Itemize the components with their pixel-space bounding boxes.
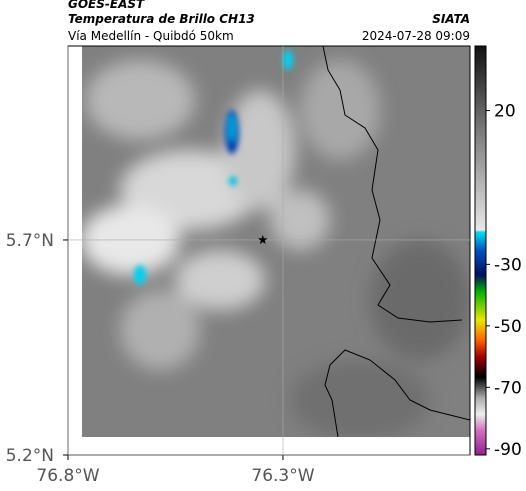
colorbar-tick-label: -90 [494, 440, 522, 460]
source-title: GOES-EAST [68, 0, 145, 11]
product-title: Temperatura de Brillo CH13 [68, 12, 255, 26]
route-label: Vía Medellín - Quibdó 50km [68, 29, 234, 43]
brand-label: SIATA [432, 12, 470, 26]
colorbar [474, 45, 487, 456]
timestamp: 2024-07-28 09:09 [362, 29, 470, 43]
satellite-imagery [82, 46, 470, 437]
y-tick-label: 5.7°N [6, 231, 54, 251]
x-tick-label: 76.3°W [251, 466, 314, 486]
colorbar-tick-label: 20 [494, 102, 516, 122]
colorbar-tick-label: -30 [494, 255, 522, 275]
y-tick-label: 5.2°N [6, 446, 54, 466]
location-marker [258, 235, 268, 244]
colorbar-tick-label: -70 [494, 378, 522, 398]
boundary-line [322, 46, 470, 437]
x-tick-label: 76.8°W [36, 466, 99, 486]
colorbar-tick-label: -50 [494, 317, 522, 337]
